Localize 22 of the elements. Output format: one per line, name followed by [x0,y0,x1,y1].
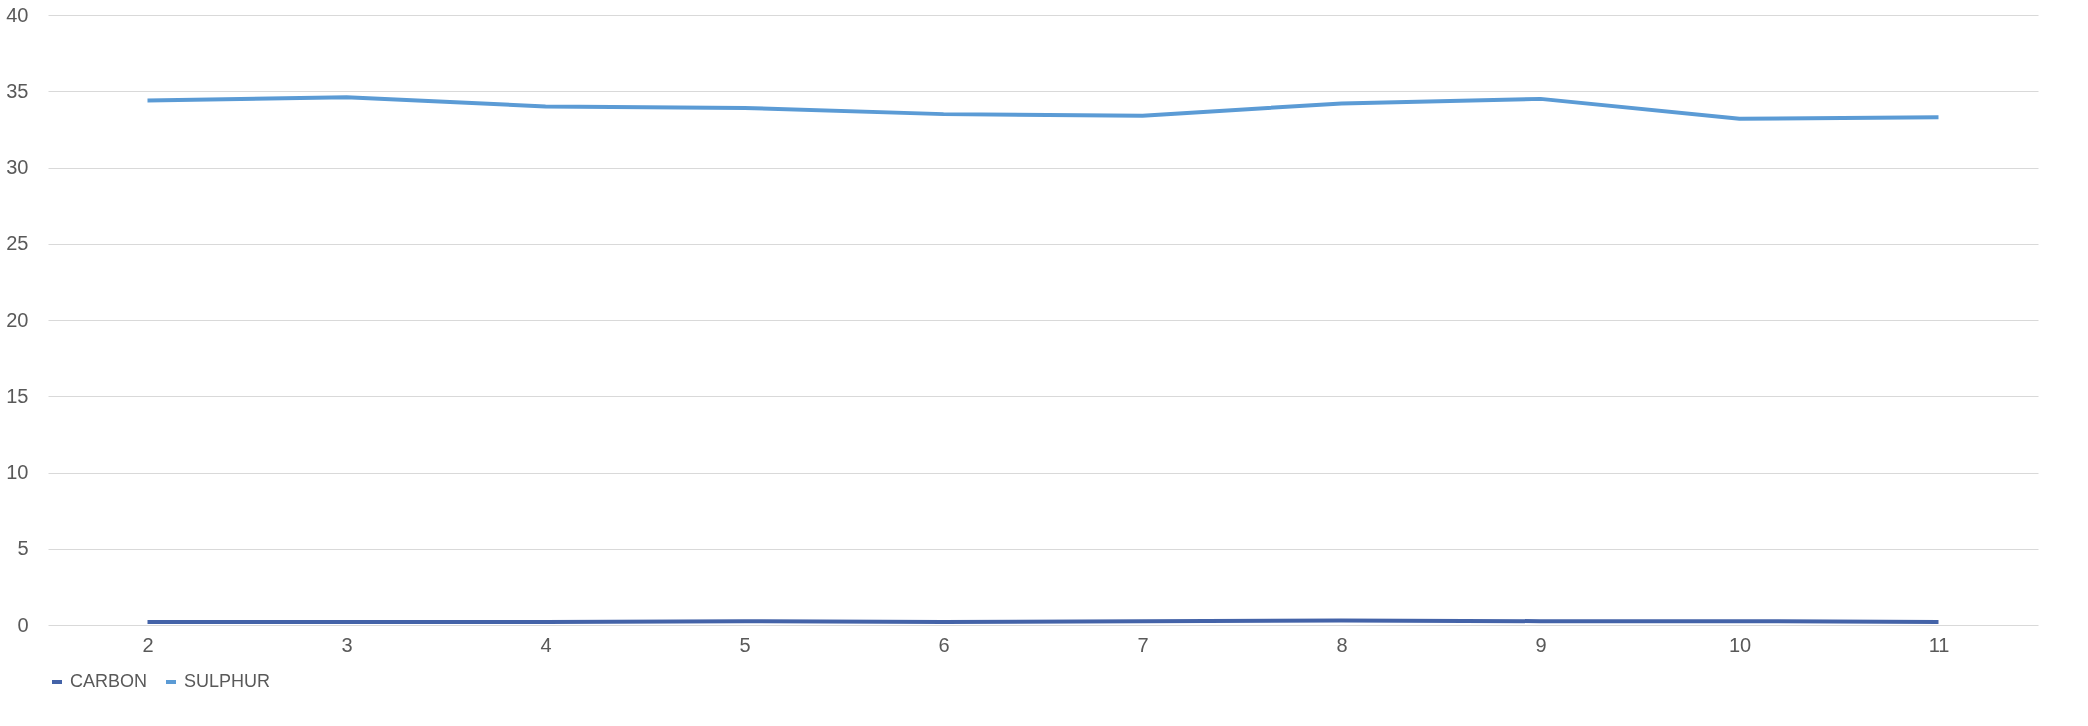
y-tick-label: 0 [17,613,29,636]
x-tick-label: 6 [938,633,950,656]
x-tick-label: 11 [1928,633,1950,656]
line-series [145,95,1941,121]
x-tick-label: 5 [739,633,751,656]
y-tick-label: 15 [6,384,29,407]
x-tick-label: 7 [1137,633,1149,656]
y-tick-label: 40 [6,3,29,26]
x-tick-label: 2 [142,633,154,656]
y-tick-label: 20 [6,308,29,331]
x-tick-label: 9 [1535,633,1547,656]
y-tick-label: 25 [6,232,29,255]
legend-label: CARBON [70,671,148,691]
x-tick-label: 10 [1728,633,1752,656]
x-tick-label: 4 [540,633,552,656]
y-tick-label: 35 [6,79,29,102]
y-tick-label: 10 [6,461,29,483]
y-tick-label: 5 [17,537,29,560]
x-tick-label: 8 [1336,633,1348,656]
legend-label: SULPHUR [184,671,271,691]
y-tick-label: 30 [6,156,29,178]
x-tick-label: 3 [341,633,353,656]
